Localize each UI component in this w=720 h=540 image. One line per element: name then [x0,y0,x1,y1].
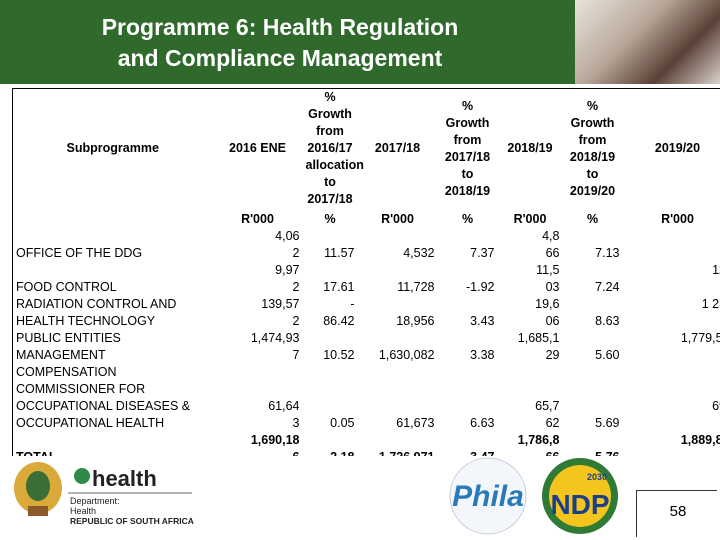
cell-value: 61,673 [396,416,435,430]
cell-value: 61,64 3 [268,399,300,430]
unit-label: R'000 [661,212,694,226]
cell-value: 11,728 [397,280,435,294]
cell-value: 1,630,082 [378,348,435,362]
phila-badge [449,457,527,535]
unit-label: R'000 [513,212,547,226]
column-header: 2016 ENE [212,88,303,208]
data-row: COMPENSATION COMMISSIONER FOR OCCUPATION… [12,364,720,432]
cell-value: 1,690,18 6 [212,432,303,456]
logo-name: health [92,466,157,491]
cell-value: 0.05 [330,416,355,430]
cell-value: 17.61 [323,280,355,294]
logo-sub: Health [70,506,96,516]
cell-value: 11,5 03 [536,263,560,294]
cell-value: - 86.42 [323,297,355,328]
cell-value: 1,726,971 [357,432,438,456]
cell-value: 1,474,93 7 [250,331,300,362]
cell-value: 1,779,55 4 [680,331,720,345]
cell-value: 69, 2 [712,399,720,413]
cell-value: 19,6 06 [535,297,560,328]
units-row: R'000% R'000% R'000% R'000 [12,208,720,228]
table-area: Subprogramme 2016 ENE% Growth from 2016/1… [12,88,720,456]
row-label: RADIATION CONTROL AND HEALTH TECHNOLOGY [12,296,213,330]
row-label: PUBLIC ENTITIES MANAGEMENT [12,330,213,364]
column-header: % Growth from 2018/19 to 2019/20 [562,88,623,208]
page-box [636,490,717,537]
cell-value: 1 23, 8 [701,297,720,311]
logo-dept: Department: [70,496,120,506]
header-photo [575,0,720,84]
cell-value: 1,889,86 3 [622,432,720,456]
row-label: OFFICE OF THE DDG [12,228,213,262]
cell-value: 1,685,1 29 [517,331,560,362]
cell-value: 4,8 66 [542,229,560,260]
slide-title: Programme 6: Health Regulation and Compl… [101,14,459,71]
ndp-text: NDP [550,489,609,520]
cell-value: 7.13 [595,246,620,260]
column-header: % Growth from 2016/17 allocation to 2017… [302,88,364,208]
budget-table: Subprogramme 2016 ENE% Growth from 2016/1… [12,88,720,456]
row-label: TOTAL [12,432,213,456]
units-cell [12,208,213,228]
cell-value: 5.60 [595,348,620,362]
cell-value: 3.47 [437,432,498,456]
cell-value: 18,956 [396,314,435,328]
cell-value: 2.18 [302,432,358,456]
cell-value: 12, 6 [712,263,720,277]
column-header: % Growth from 2017/18 to 2018/19 [437,88,498,208]
cell-value: 3.43 [470,314,495,328]
cell-value: 7.24 [595,280,620,294]
cell-value: -1.92 [466,280,495,294]
logo-mark [74,468,90,484]
cell-value: 1,786,8 66 [497,432,563,456]
footer: health Department: Health REPUBLIC OF SO… [14,457,618,535]
data-row: FOOD CONTROL 9,97 2 17.61 11,728 -1.92 11,5 0… [12,262,720,296]
cell-value: 10.52 [323,348,355,362]
cell-value: 11.57 [324,246,355,260]
cell-value: 5 3 [623,228,720,262]
page-number: 58 [669,503,687,520]
logo-country: REPUBLIC OF SOUTH AFRICA [70,516,194,526]
coat-of-arms [14,462,62,516]
cell-value: 4,06 2 [275,229,300,260]
column-header: 2019/20 [622,88,720,208]
unit-label: % [324,212,336,226]
cell-value: 5.76 [562,432,623,456]
unit-label: % [461,212,474,226]
ndp-year: 2030 [587,472,607,482]
phila-text: Phila [452,480,524,513]
unit-label: R'000 [381,212,414,226]
cell-value: 139,57 2 [261,297,300,328]
ndp-ring [549,465,611,527]
row-label: FOOD CONTROL [12,262,213,296]
data-row: OFFICE OF THE DDG 4,06 2 11.57 4,532 7.37 4,8… [12,228,720,262]
row-label: COMPENSATION COMMISSIONER FOR OCCUPATION… [12,364,213,432]
cell-value: 4,532 [403,246,435,260]
column-header: Subprogramme [12,88,213,208]
cell-value: 8.63 [595,314,620,328]
data-row: PUBLIC ENTITIES MANAGEMENT 1,474,93 7 10.5… [12,330,720,364]
column-header: 2018/19 [497,88,563,208]
cell-value: 65,7 62 [535,399,560,430]
cell-value: 3.38 [470,348,495,362]
cell-value: 6.63 [470,416,495,430]
cell-value: 5.69 [595,416,620,430]
header-row: Subprogramme 2016 ENE% Growth from 2016/1… [12,88,720,208]
unit-label: R'000 [241,212,274,226]
column-header: 2017/18 [357,88,438,208]
total-row: TOTAL1,690,18 62.181,726,9713.471,786,8 … [12,432,720,456]
cell-value: 9,97 2 [275,263,300,294]
cell-value: 7.37 [470,246,495,260]
data-row: RADIATION CONTROL AND HEALTH TECHNOLOGY 1… [12,296,720,330]
unit-label: % [586,212,599,226]
